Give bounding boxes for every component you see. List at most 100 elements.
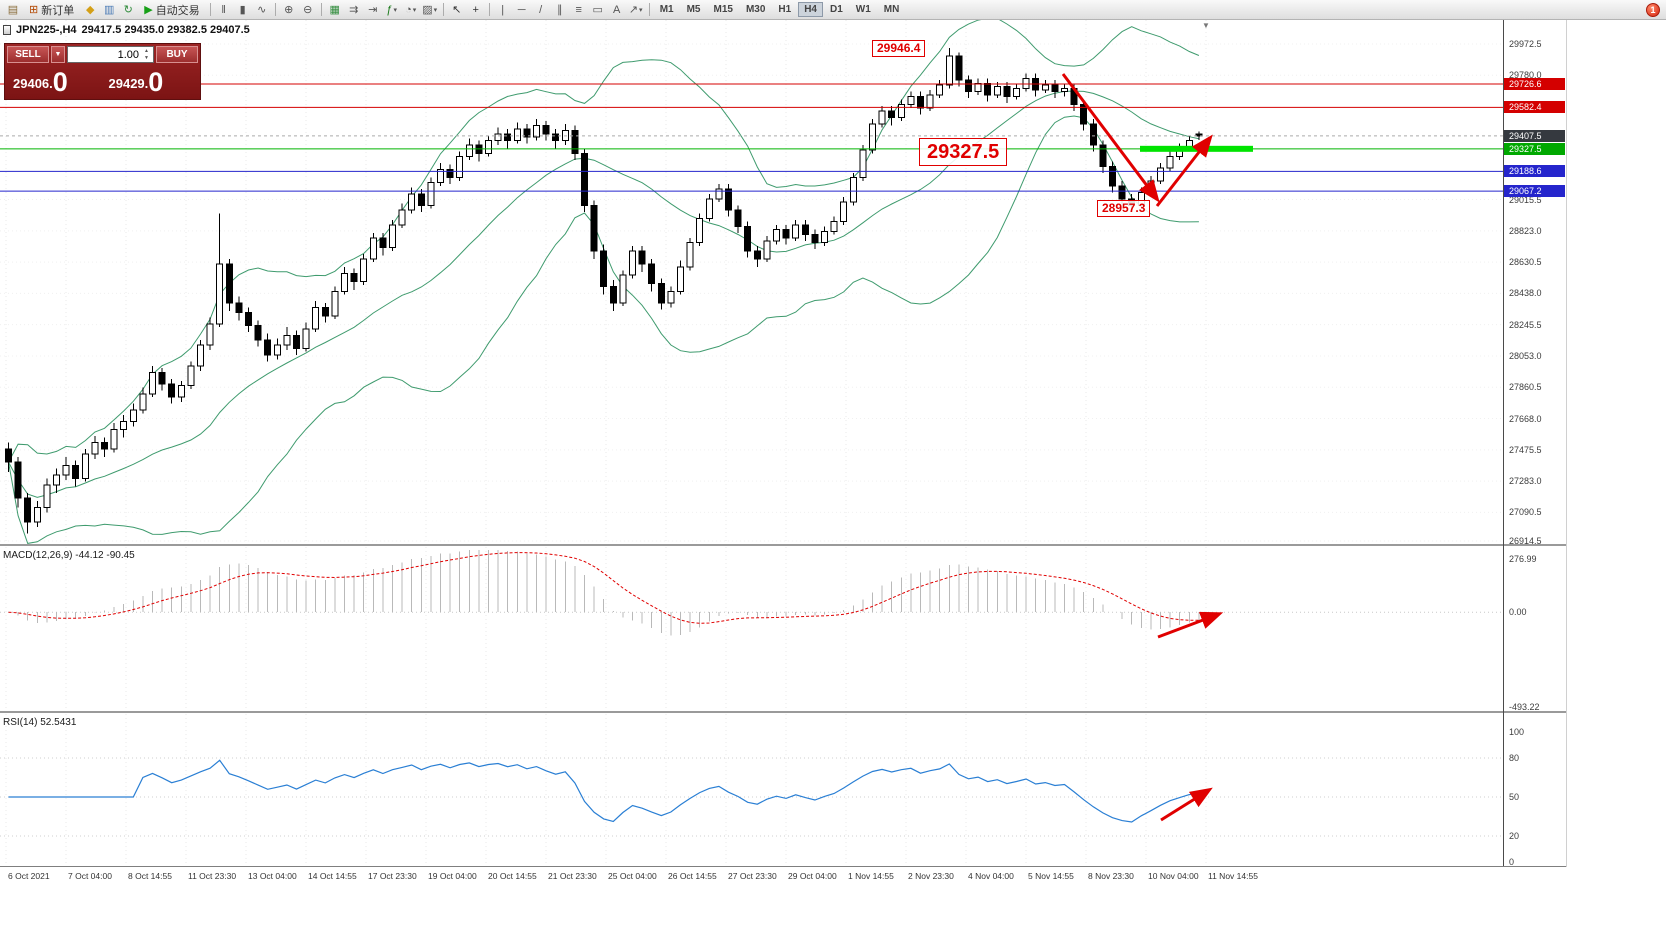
chevron-down-icon[interactable]: ▾	[433, 6, 438, 14]
macd-axis-tick: -493.22	[1509, 702, 1540, 712]
macd-axis-tick: 276.99	[1509, 554, 1537, 564]
shapes-icon[interactable]: ▭	[589, 2, 607, 18]
time-label: 10 Nov 04:00	[1148, 871, 1199, 881]
horizontal-line-icon[interactable]: ─	[513, 2, 531, 18]
time-label: 27 Oct 23:30	[728, 871, 777, 881]
templates-icon[interactable]: ▨ ▾	[421, 2, 439, 18]
volume-input[interactable]: 1.00 ▲ ▼	[67, 46, 154, 63]
chart-window-icon: ▤	[7, 4, 19, 16]
chart-shift-icon[interactable]: ⇥	[364, 2, 382, 18]
tile-windows-icon[interactable]: ▦	[326, 2, 344, 18]
buy-button[interactable]: BUY	[156, 46, 198, 63]
periods-icon[interactable]: ◔ ▾	[402, 2, 420, 18]
time-label: 11 Nov 14:55	[1208, 871, 1258, 881]
time-label: 1 Nov 14:55	[848, 871, 894, 881]
time-label: 8 Oct 14:55	[128, 871, 172, 881]
sell-price[interactable]: 29406. 0	[7, 64, 103, 98]
annotation-support-level[interactable]: 29327.5	[919, 138, 1008, 166]
crosshair-icon: +	[472, 3, 479, 16]
fibonacci-icon[interactable]: ≡	[570, 2, 588, 18]
timeframe-m30[interactable]: M30	[745, 4, 766, 15]
indicators-icon[interactable]: ƒ ▾	[383, 2, 401, 18]
periods-icon: ◔	[405, 3, 412, 16]
time-label: 5 Nov 14:55	[1028, 871, 1074, 881]
time-label: 13 Oct 04:00	[248, 871, 297, 881]
time-label: 4 Nov 04:00	[968, 871, 1014, 881]
timeframe-m5[interactable]: M5	[686, 4, 701, 15]
auto-trading-button-label: 自动交易	[155, 4, 200, 17]
price-tick: 28630.5	[1509, 257, 1542, 268]
refresh-icon[interactable]: ↻	[119, 2, 137, 18]
price-tick: 27475.5	[1509, 444, 1542, 455]
timeframe-d1[interactable]: D1	[830, 4, 843, 15]
new-order-button: ⊞	[29, 4, 39, 16]
timeframe-h4[interactable]: H4	[798, 2, 823, 17]
vertical-line-icon[interactable]: |	[494, 2, 512, 18]
timeframe-m15[interactable]: M15	[713, 4, 733, 15]
price-tick: 29972.5	[1509, 39, 1542, 49]
time-label: 21 Oct 23:30	[548, 871, 597, 881]
channel-icon[interactable]: ∥	[551, 2, 569, 18]
zoom-out-icon[interactable]: ⊖	[299, 2, 317, 18]
arrows-icon[interactable]: ↗ ▾	[627, 2, 645, 18]
zoom-in-icon[interactable]: ⊕	[280, 2, 298, 18]
horizontal-line-icon: ─	[517, 3, 526, 16]
time-axis[interactable]: 6 Oct 2021 7 Oct 04:00 8 Oct 14:55 11 Oct 2…	[0, 866, 1566, 888]
notification-badge[interactable]: 1	[1646, 3, 1660, 17]
cursor-icon[interactable]: ↖	[448, 2, 466, 18]
candlestick-chart-icon: ▮	[239, 4, 246, 16]
macd-panel-divider[interactable]	[0, 544, 1566, 546]
window-right-border	[1566, 20, 1567, 867]
price-tag: 29188.6	[1504, 165, 1565, 178]
price-tick: 28438.0	[1509, 288, 1542, 299]
price-axis[interactable]: 29972.5 29780.0 29015.5 28823.0 28630.5 28438…	[1504, 0, 1566, 890]
chevron-down-icon[interactable]: ▾	[639, 6, 643, 14]
rsi-axis-tick: 50	[1509, 792, 1520, 802]
new-order-button[interactable]: ⊞ 新订单	[23, 2, 80, 18]
rsi-axis-tick: 100	[1509, 727, 1525, 737]
rsi-axis-tick: 80	[1509, 753, 1520, 763]
refresh-icon: ↻	[123, 4, 133, 16]
line-chart-icon[interactable]: ∿	[253, 2, 271, 18]
bar-chart-icon[interactable]: ‖	[215, 2, 233, 18]
volume-spinner[interactable]: ▲ ▼	[141, 47, 152, 62]
ohlc-values: 29417.5 29435.0 29382.5 29407.5	[81, 24, 250, 36]
market-depth-icon[interactable]: ▥	[100, 2, 118, 18]
annotation-swing-low[interactable]: 28957.3	[1097, 200, 1151, 217]
toolbar-separator	[488, 3, 490, 16]
chart-shift-marker[interactable]: ▼	[1202, 21, 1210, 30]
auto-trading-button[interactable]: ▶ 自动交易	[138, 2, 205, 18]
rsi-panel-divider[interactable]	[0, 711, 1566, 713]
buy-price-main: 29429.	[108, 76, 149, 91]
timeframe-mn[interactable]: MN	[883, 4, 900, 15]
crosshair-icon[interactable]: +	[467, 2, 485, 18]
trendline-icon[interactable]: /	[532, 2, 550, 18]
chart-window-icon[interactable]: ▤	[4, 2, 22, 18]
sell-button[interactable]: SELL	[7, 46, 49, 63]
price-tag: 29407.5	[1504, 129, 1565, 142]
macd-panel-chart[interactable]	[0, 547, 1503, 713]
vertical-line-icon: |	[501, 3, 505, 16]
shapes-icon: ▭	[592, 4, 603, 16]
coins-icon[interactable]: ◆	[81, 2, 99, 18]
spinner-down-icon[interactable]: ▼	[144, 54, 149, 61]
rsi-panel-chart[interactable]	[0, 714, 1503, 866]
text-icon[interactable]: A	[608, 2, 626, 18]
annotation-swing-high[interactable]: 29946.4	[872, 40, 926, 57]
timeframe-m1[interactable]: M1	[659, 4, 674, 15]
timeframe-h1[interactable]: H1	[778, 4, 792, 15]
volume-dropdown[interactable]: ▼	[51, 46, 65, 63]
spinner-up-icon[interactable]: ▲	[144, 47, 149, 54]
cursor-icon: ↖	[452, 4, 462, 16]
auto-scroll-icon[interactable]: ⇉	[345, 2, 363, 18]
candlestick-chart-icon[interactable]: ▮	[234, 2, 252, 18]
auto-scroll-icon: ⇉	[349, 4, 359, 16]
chevron-down-icon[interactable]: ▾	[412, 6, 417, 14]
buy-price[interactable]: 29429. 0	[103, 64, 199, 98]
arrows-icon: ↗	[628, 4, 639, 16]
chevron-down-icon[interactable]: ▾	[393, 6, 397, 14]
time-label: 2 Nov 23:30	[908, 871, 954, 881]
price-tick: 29015.5	[1509, 194, 1542, 205]
main-price-chart[interactable]	[0, 20, 1503, 547]
timeframe-w1[interactable]: W1	[855, 4, 871, 15]
